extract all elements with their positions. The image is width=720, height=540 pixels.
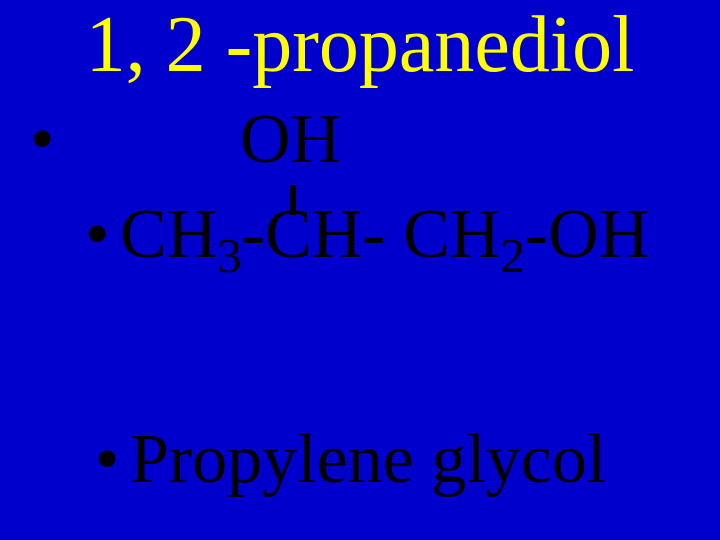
bullet-3: • — [95, 420, 120, 500]
oh-label: OH — [240, 100, 341, 180]
formula-sub3: 3 — [217, 228, 242, 283]
bullet-1: • — [30, 100, 55, 180]
chemical-formula: CH3-CH- CH2-OH — [120, 195, 649, 284]
bullet-2: • — [85, 195, 110, 275]
formula-mid: -CH- CH — [242, 196, 501, 273]
formula-ch3: CH — [120, 196, 217, 273]
common-name: Propylene glycol — [130, 420, 606, 500]
formula-sub2: 2 — [500, 228, 525, 283]
formula-tail: -OH — [525, 196, 649, 273]
slide-title: 1, 2 -propanediol — [0, 0, 720, 91]
